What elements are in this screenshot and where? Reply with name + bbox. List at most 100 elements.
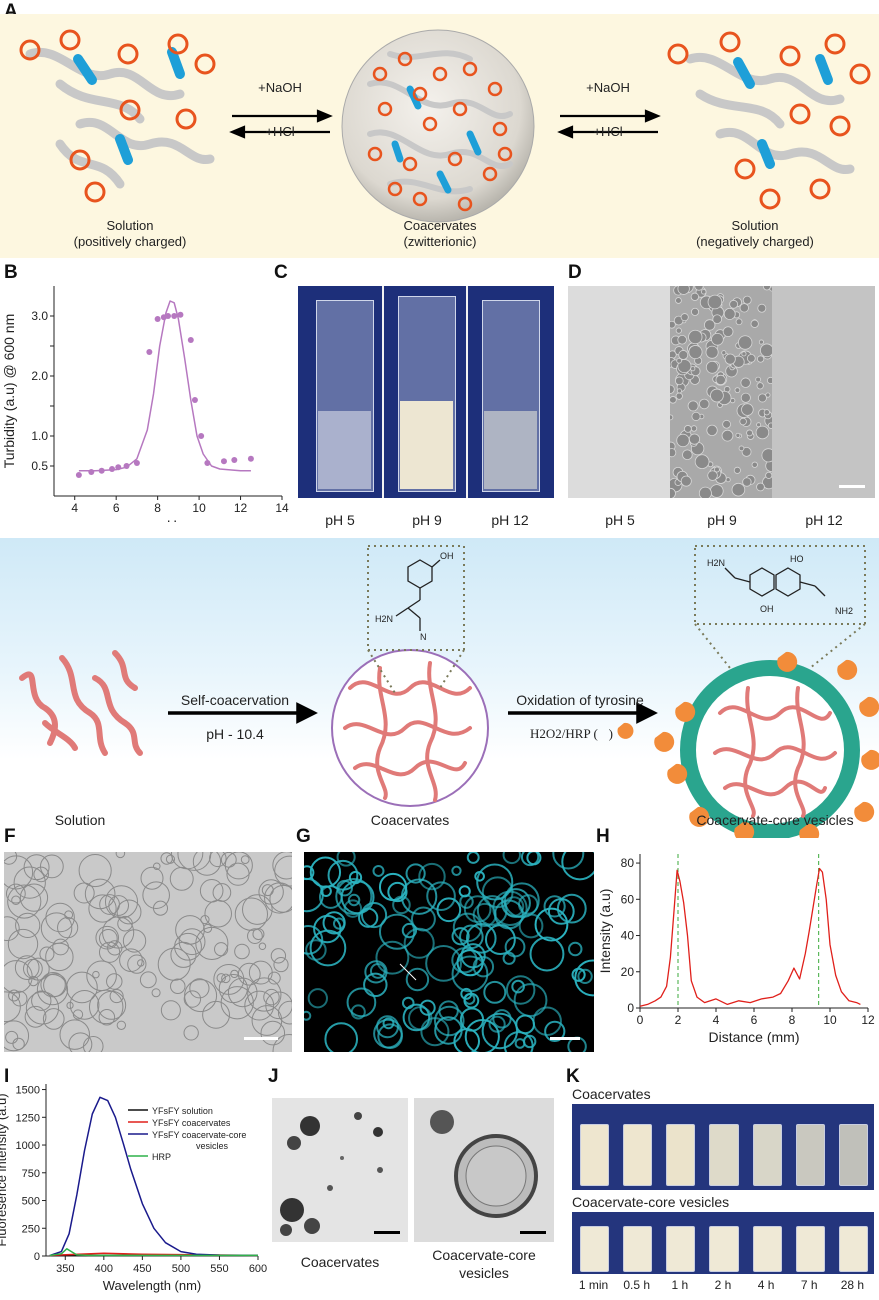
vesicle-outline: [234, 943, 250, 960]
vesicle-outline: [151, 988, 161, 998]
state-middle-line1: Coacervates: [403, 218, 477, 233]
inset-box-monomer: [367, 545, 465, 651]
x-tick-label: 350: [56, 1263, 74, 1275]
fluorescent-vesicle: [347, 893, 361, 907]
fluorescent-vesicle: [410, 906, 436, 932]
vesicle-vial: [666, 1226, 696, 1272]
panel-k-row2-title: Coacervate-core vesicles: [572, 1194, 730, 1210]
coacervate-vial: [752, 1124, 782, 1186]
droplet: [694, 286, 704, 291]
vesicle-outline: [39, 946, 55, 962]
x-tick-label: 10: [823, 1013, 837, 1027]
data-point: [171, 313, 178, 319]
vesicle-outline: [240, 855, 250, 864]
vesicle-outline: [4, 991, 21, 1023]
fluorescent-vesicle: [402, 1003, 431, 1032]
droplet: [690, 292, 700, 301]
fluorescent-vesicle: [332, 917, 346, 930]
vesicle-outline: [261, 884, 274, 897]
micrograph-ph12: [772, 286, 875, 498]
vesicle-outline: [73, 882, 95, 904]
svg-text:NH2: NH2: [835, 606, 853, 616]
droplet: [756, 482, 765, 492]
y-tick-label: 1.0: [31, 429, 48, 443]
fluorescent-vesicle: [567, 941, 583, 957]
fluorescent-vesicle: [307, 988, 328, 1009]
fit-curve: [78, 300, 251, 472]
panel-d-caption-2: pH 9: [707, 512, 737, 528]
vesicle-outline: [263, 988, 280, 1006]
vesicle-outline: [212, 883, 232, 902]
vesicle-outline: [153, 862, 161, 871]
data-point: [191, 397, 198, 403]
step2-label: Oxidation of tyrosine: [516, 692, 644, 708]
vesicle-outline: [116, 1020, 127, 1030]
data-point: [247, 455, 254, 462]
vesicle-outline: [11, 895, 21, 905]
fluorescent-vesicle: [363, 972, 388, 998]
vesicle-outline: [104, 885, 139, 919]
droplet: [688, 329, 703, 345]
fluorescent-vesicle: [561, 852, 594, 881]
tem-vesicles: [414, 1098, 554, 1242]
fluorescent-vesicle: [451, 955, 489, 993]
droplet: [670, 384, 675, 394]
droplet: [735, 432, 741, 438]
coacervate-vial: [709, 1124, 739, 1186]
vesicle-outline: [209, 852, 227, 868]
vesicle-outline: [7, 928, 39, 960]
data-point: [231, 457, 238, 463]
fluorescent-vesicle: [378, 913, 416, 950]
coacervate-strands: [343, 661, 472, 802]
fluorescent-vesicle: [574, 959, 594, 997]
micrograph-ph9: [670, 286, 772, 498]
droplet: [690, 307, 700, 316]
y-tick-label: 0.5: [31, 459, 48, 473]
hrp-enzymes: [654, 651, 879, 838]
x-axis-label: Wavelength (nm): [103, 1278, 202, 1293]
fluorescent-vesicle: [544, 1020, 566, 1043]
x-tick-label: 8: [789, 1013, 796, 1027]
fluorescent-vesicle: [577, 968, 593, 985]
coacervate-vial: [666, 1124, 696, 1186]
droplet: [729, 299, 739, 309]
vesicle-outline: [220, 852, 237, 868]
vesicle-outline: [174, 932, 202, 961]
y-tick-label: 20: [621, 965, 635, 979]
fluorescent-vesicle: [373, 1018, 403, 1049]
vesicle-outline: [78, 853, 112, 888]
droplet: [760, 343, 772, 358]
fluorescent-vesicle: [419, 999, 436, 1016]
fluorescent-vesicle: [382, 1017, 395, 1030]
panel-label-f: F: [4, 826, 16, 847]
time-label: 1 h: [671, 1278, 689, 1292]
droplet: [739, 417, 747, 426]
droplet: [738, 335, 753, 350]
coacervate-droplet: [331, 649, 489, 807]
fluorescent-vesicle: [327, 859, 359, 891]
droplet: [688, 345, 703, 360]
brightfield-micrograph: [4, 852, 292, 1052]
vesicle-outline: [59, 1019, 90, 1050]
vesicle-outline: [277, 1000, 292, 1025]
state-left-line2: (positively charged): [73, 234, 187, 249]
fluorescent-vesicle: [320, 885, 332, 897]
vesicle-outline: [204, 899, 232, 928]
x-tick-label: 8: [154, 501, 161, 515]
x-tick-label: 0: [637, 1013, 644, 1027]
vesicle-outline: [107, 940, 123, 956]
droplet: [690, 425, 698, 432]
right-linkers: [733, 54, 833, 169]
fluorescent-vesicle: [369, 963, 386, 979]
right-polymer-chains: [685, 52, 855, 175]
y-tick-label: 40: [621, 929, 635, 943]
fluorescent-vesicle: [375, 940, 410, 975]
arrow-label-hcl-left: +HCl: [265, 124, 295, 139]
vesicle-outline: [218, 973, 248, 1004]
spectrum-line: [49, 1248, 258, 1257]
vesicle-outline: [142, 881, 170, 909]
vesicle-outline: [170, 978, 186, 994]
vesicle-vial: [709, 1226, 739, 1272]
x-tick-label: 400: [95, 1263, 113, 1275]
fluorescence-micrograph: [304, 852, 594, 1052]
